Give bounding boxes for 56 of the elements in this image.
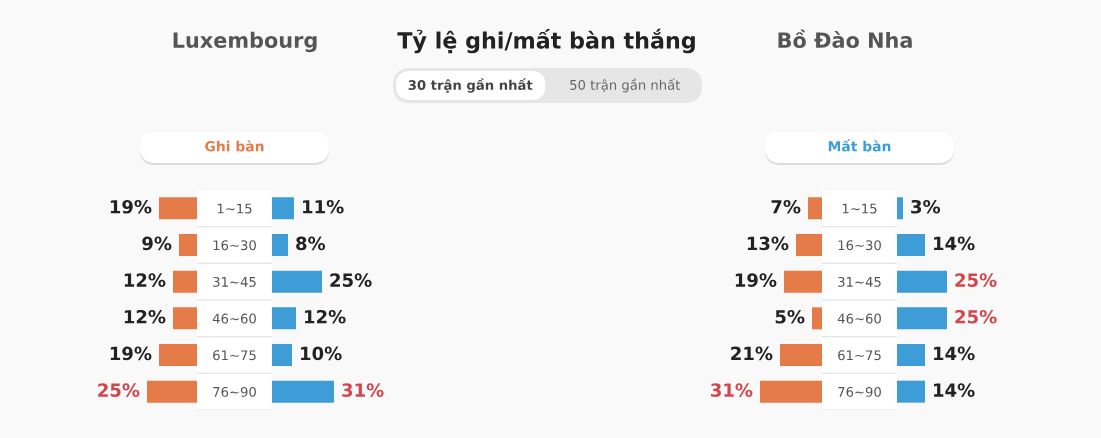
data-label: 3% — [911, 199, 941, 214]
text: 30 trận gần nhất — [408, 78, 533, 93]
text: Luxembourg — [173, 31, 317, 53]
bar — [272, 344, 292, 366]
text: Tỷ lệ ghi/mất bàn thắng — [397, 28, 695, 54]
y-tick-label: 61~75 — [213, 350, 256, 361]
data-label: 9% — [142, 236, 172, 251]
y-tick-label: 76~90 — [213, 386, 256, 397]
data-label: 7% — [771, 199, 801, 214]
data-label: 25% — [955, 309, 997, 324]
data-label: 5% — [775, 309, 805, 324]
data-label: 12% — [305, 309, 346, 324]
y-tick-label: 16~30 — [213, 240, 256, 251]
bar — [173, 270, 197, 293]
data-label: 19% — [735, 273, 777, 287]
bar — [173, 307, 197, 330]
data-label: 10% — [301, 346, 342, 361]
y-tick-label: 1~15 — [217, 203, 252, 214]
data-label: 25% — [955, 273, 997, 287]
data-label: 25% — [330, 273, 372, 287]
bar — [796, 234, 822, 256]
chart-subtitle: Mất bàn — [828, 139, 891, 152]
bar — [179, 234, 197, 256]
bar — [784, 270, 822, 293]
y-tick-label: 31~45 — [838, 276, 881, 287]
data-label: 31% — [342, 383, 384, 397]
data-label: 14% — [934, 383, 975, 397]
y-tick-label: 1~15 — [842, 203, 877, 214]
data-label: 13% — [747, 236, 789, 251]
y-tick-label: 31~45 — [213, 276, 256, 287]
data-label: 14% — [934, 236, 975, 251]
data-label: 14% — [934, 346, 975, 361]
bar — [272, 197, 294, 220]
data-label: 21% — [731, 346, 773, 361]
data-label: 11% — [303, 199, 344, 214]
bar — [780, 344, 822, 366]
data-label: 8% — [296, 236, 326, 251]
data-label: 19% — [110, 199, 152, 214]
data-label: 19% — [110, 346, 152, 361]
text: 50 trận gần nhất — [570, 78, 681, 93]
y-tick-label: 61~75 — [838, 350, 881, 361]
data-label: 31% — [710, 383, 753, 397]
bar — [159, 344, 197, 366]
chart-title: Bồ Đào Nha — [778, 29, 912, 49]
data-label: 12% — [124, 309, 166, 324]
y-tick-label: 16~30 — [838, 240, 881, 251]
bar — [272, 307, 296, 330]
data-label: 25% — [98, 383, 140, 397]
y-tick-label: 76~90 — [838, 386, 881, 397]
text: Ghi bàn — [205, 140, 264, 152]
bar — [812, 307, 822, 330]
y-tick-label: 46~60 — [212, 313, 256, 324]
bar — [808, 197, 822, 220]
bar — [272, 234, 288, 256]
data-label: 12% — [124, 273, 166, 287]
y-tick-label: 46~60 — [837, 313, 881, 324]
